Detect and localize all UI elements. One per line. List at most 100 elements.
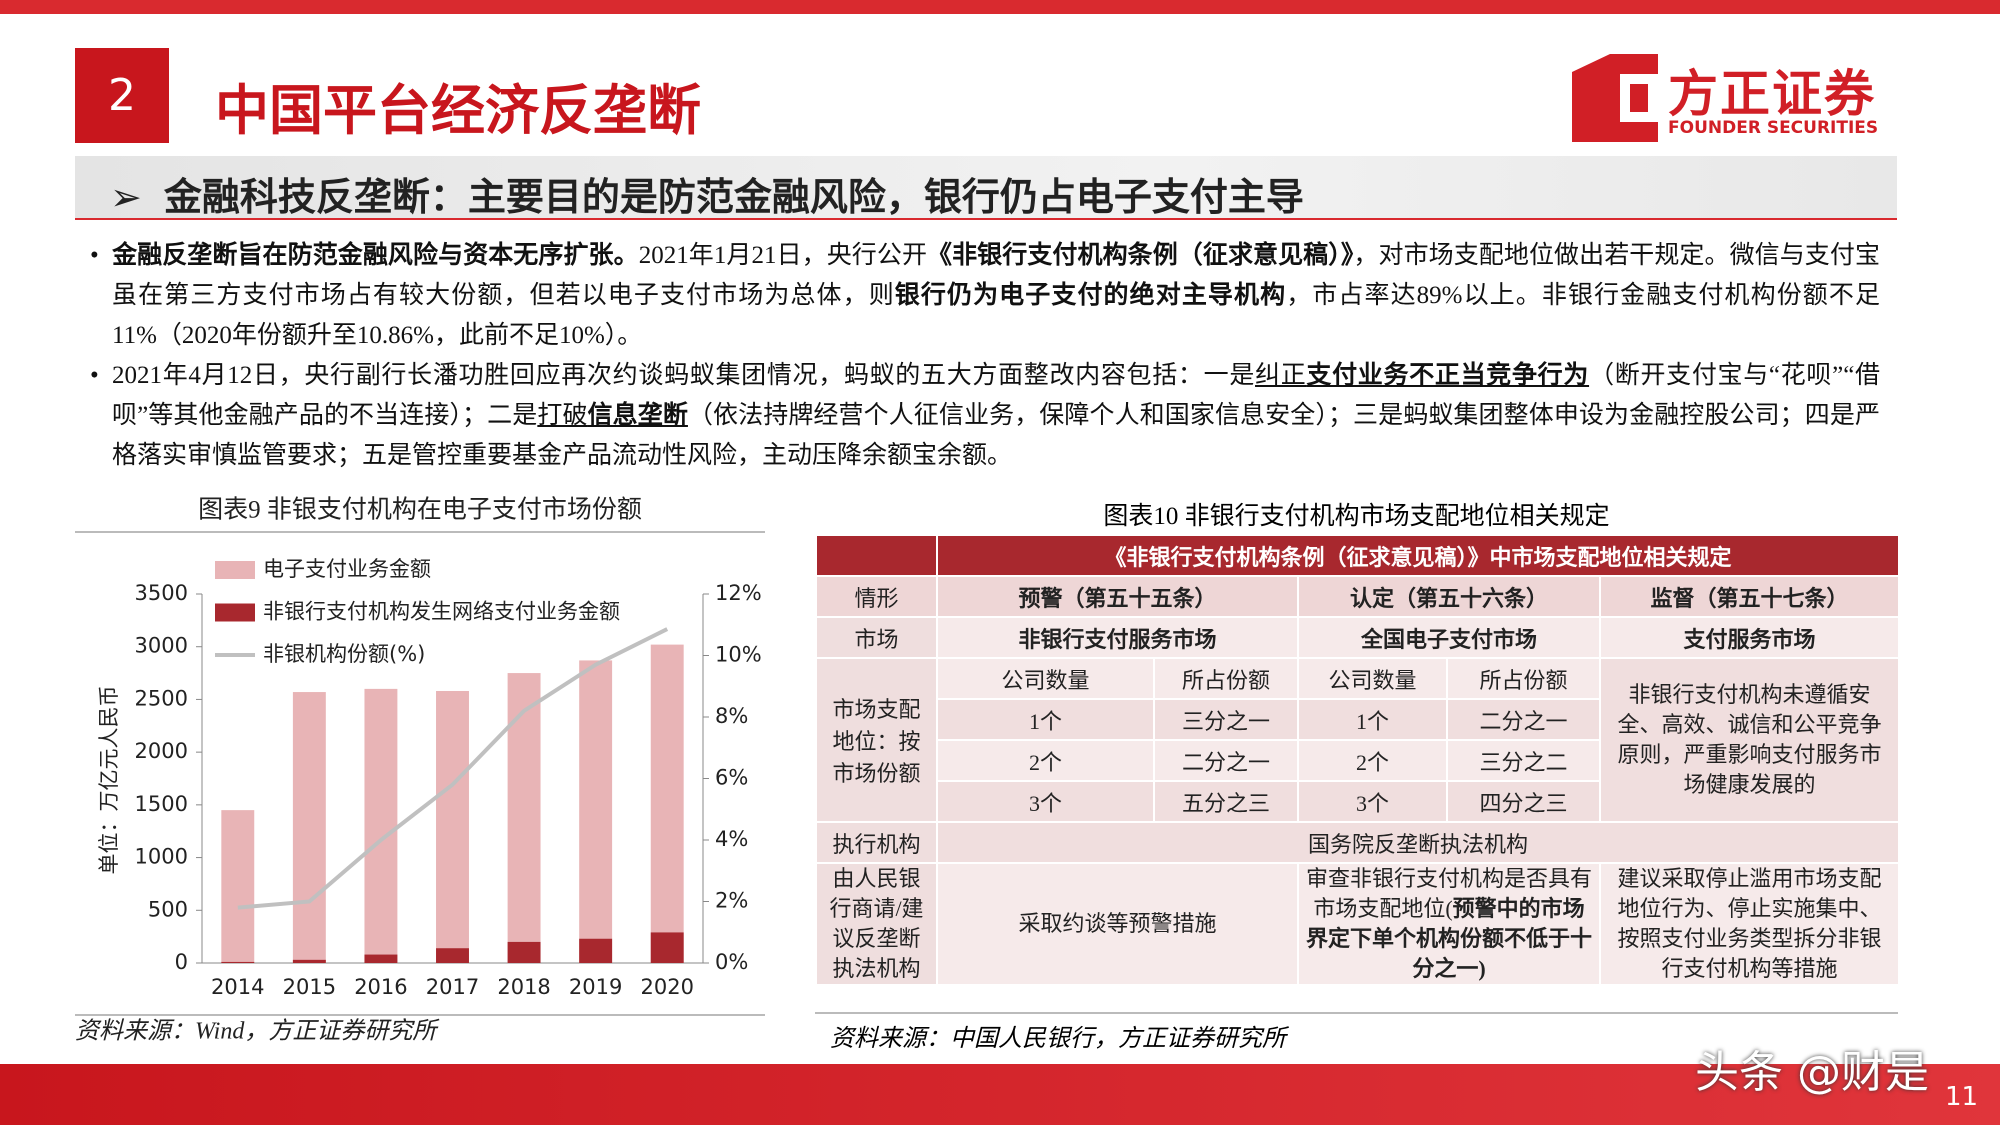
cell: 市场支配地位：按市场份额 bbox=[815, 657, 938, 823]
cell: 采取约谈等预警措施 bbox=[936, 862, 1299, 986]
bar bbox=[650, 644, 684, 963]
text: 支付业务不正当竞争行为 bbox=[1306, 362, 1590, 389]
bar bbox=[507, 941, 541, 963]
cell: 建议采取停止滥用市场支配地位行为、停止实施集中、按照支付业务类型拆分非银行支付机… bbox=[1599, 862, 1900, 986]
y-tick-label: 500 bbox=[148, 897, 188, 921]
cell: 1个 bbox=[936, 698, 1155, 741]
bar bbox=[221, 810, 255, 963]
bar bbox=[436, 948, 469, 963]
cell: 市场 bbox=[815, 616, 938, 659]
source-rule bbox=[815, 1012, 1898, 1014]
y2-tick-label: 2% bbox=[715, 889, 748, 913]
cell: 四分之三 bbox=[1446, 780, 1601, 823]
text: 银行仍为电子支付的绝对主导机构 bbox=[894, 282, 1287, 309]
text: 审查非银行支付机构是否具有市场支配地位( bbox=[1305, 866, 1592, 921]
text: 2021年1月21日，央行公开 bbox=[638, 242, 928, 269]
bar bbox=[364, 688, 398, 963]
text: 2021年4月12日，央行副行长潘功胜回应再次约谈蚂蚁集团情况，蚂蚁的五大方面整… bbox=[112, 362, 1256, 389]
text: （断开支付宝与“花呗”“借呗”等其他金融产品的不当连接）；二是 bbox=[112, 362, 1880, 429]
bar bbox=[292, 959, 326, 963]
y2-tick-label: 12% bbox=[715, 581, 762, 605]
text: 预警中的市场界定下单个机构份额不低于十分之一 bbox=[1305, 896, 1592, 981]
cell: 审查非银行支付机构是否具有市场支配地位(预警中的市场界定下单个机构份额不低于十分… bbox=[1297, 862, 1601, 986]
x-tick-label: 2018 bbox=[497, 975, 550, 999]
section-number: 2 bbox=[75, 48, 169, 143]
cell: 1个 bbox=[1297, 698, 1448, 741]
bar bbox=[650, 932, 684, 963]
cell: 五分之三 bbox=[1153, 780, 1299, 823]
legend-label: 非银机构份额(%) bbox=[263, 642, 425, 666]
y-tick-label: 3500 bbox=[135, 581, 188, 605]
text: ，对市场支配地位做出若干规定。微信与支付宝虽在第三方支付市场占有较大份额，但若以… bbox=[112, 242, 1880, 309]
bullet-list: 金融反垄断旨在防范金融风险与资本无序扩张。2021年1月21日，央行公开《非银行… bbox=[90, 236, 1880, 476]
bullet: 2021年4月12日，央行副行长潘功胜回应再次约谈蚂蚁集团情况，蚂蚁的五大方面整… bbox=[112, 356, 1880, 476]
cell: 公司数量 bbox=[936, 657, 1155, 700]
cell: 3个 bbox=[936, 780, 1155, 823]
y2-tick-label: 4% bbox=[715, 827, 748, 851]
watermark: 头条 @财是 bbox=[1695, 1047, 1929, 1098]
y-tick-label: 1500 bbox=[135, 792, 188, 816]
section-title: 中国平台经济反垄断 bbox=[215, 79, 701, 142]
y-axis-label: 单位：万亿元人民币 bbox=[97, 686, 121, 875]
bar bbox=[292, 692, 326, 963]
table: 《非银行支付机构条例（征求意见稿）》中市场支配地位相关规定 情形 预警（第五十五条… bbox=[815, 534, 1900, 986]
bar bbox=[579, 660, 613, 963]
subtitle: 金融科技反垄断：主要目的是防范金融风险，银行仍占电子支付主导 bbox=[110, 166, 1304, 221]
cell: 执行机构 bbox=[815, 821, 938, 864]
cell: 监督（第五十七条） bbox=[1599, 575, 1900, 618]
text: 纠正 bbox=[1255, 362, 1307, 389]
cell: 全国电子支付市场 bbox=[1297, 616, 1601, 659]
bar bbox=[221, 961, 255, 963]
legend-swatch bbox=[215, 603, 255, 622]
text: 信息垄断 bbox=[587, 402, 688, 429]
x-tick-label: 2019 bbox=[569, 975, 622, 999]
bar bbox=[507, 673, 541, 963]
table-source: 资料来源：中国人民银行，方正证券研究所 bbox=[830, 1026, 1286, 1052]
cell: 二分之一 bbox=[1153, 739, 1299, 782]
cell: 国务院反垄断执法机构 bbox=[936, 821, 1900, 864]
cell bbox=[815, 534, 938, 577]
x-tick-label: 2016 bbox=[354, 975, 407, 999]
y2-tick-label: 8% bbox=[715, 704, 748, 728]
y2-tick-label: 6% bbox=[715, 766, 748, 790]
cell: 由人民银行商请/建议反垄断执法机构 bbox=[815, 862, 938, 986]
logo-text: 方正证券 bbox=[1668, 65, 1876, 123]
x-tick-label: 2015 bbox=[283, 975, 336, 999]
chart-source: 资料来源：Wind，方正证券研究所 bbox=[75, 1018, 440, 1045]
cell: 支付服务市场 bbox=[1599, 616, 1900, 659]
x-tick-label: 2017 bbox=[426, 975, 479, 999]
text: ，市占率达89%以上。非银行金融支付机构份额不足11%（2020年份额升至10.… bbox=[112, 282, 1880, 349]
y2-tick-label: 0% bbox=[715, 950, 748, 974]
y-tick-label: 2500 bbox=[135, 686, 188, 710]
text: 《非银行支付机构条例（征求意见稿）》 bbox=[927, 242, 1354, 269]
cell: 2个 bbox=[1297, 739, 1448, 782]
cell: 预警（第五十五条） bbox=[936, 575, 1299, 618]
table-caption: 《非银行支付机构条例（征求意见稿）》中市场支配地位相关规定 bbox=[936, 534, 1900, 577]
legend-label: 非银行支付机构发生网络支付业务金额 bbox=[263, 600, 620, 624]
cell: 二分之一 bbox=[1446, 698, 1601, 741]
y-tick-label: 3000 bbox=[135, 634, 188, 658]
y-tick-label: 2000 bbox=[135, 739, 188, 763]
cell: 情形 bbox=[815, 575, 938, 618]
top-bar bbox=[0, 0, 2000, 14]
legend-label: 电子支付业务金额 bbox=[263, 557, 431, 581]
cell: 3个 bbox=[1297, 780, 1448, 823]
cell: 所占份额 bbox=[1153, 657, 1299, 700]
cell: 三分之二 bbox=[1446, 739, 1601, 782]
footer-bar bbox=[0, 1064, 2000, 1125]
bar bbox=[436, 690, 469, 963]
cell: 非银行支付服务市场 bbox=[936, 616, 1299, 659]
logo-mark bbox=[1572, 54, 1658, 142]
x-tick-label: 2020 bbox=[640, 975, 693, 999]
cell: 认定（第五十六条） bbox=[1297, 575, 1601, 618]
chart-title: 图表9 非银支付机构在电子支付市场份额 bbox=[198, 496, 642, 524]
cell: 所占份额 bbox=[1446, 657, 1601, 700]
cell: 公司数量 bbox=[1297, 657, 1448, 700]
x-tick-label: 2014 bbox=[211, 975, 264, 999]
bar bbox=[579, 938, 613, 963]
cell: 2个 bbox=[936, 739, 1155, 782]
text: ) bbox=[1478, 956, 1486, 981]
cell: 非银行支付机构未遵循安全、高效、诚信和公平竞争原则，严重影响支付服务市场健康发展… bbox=[1599, 657, 1900, 823]
line bbox=[237, 627, 669, 910]
bullet: 金融反垄断旨在防范金融风险与资本无序扩张。2021年1月21日，央行公开《非银行… bbox=[112, 236, 1880, 356]
